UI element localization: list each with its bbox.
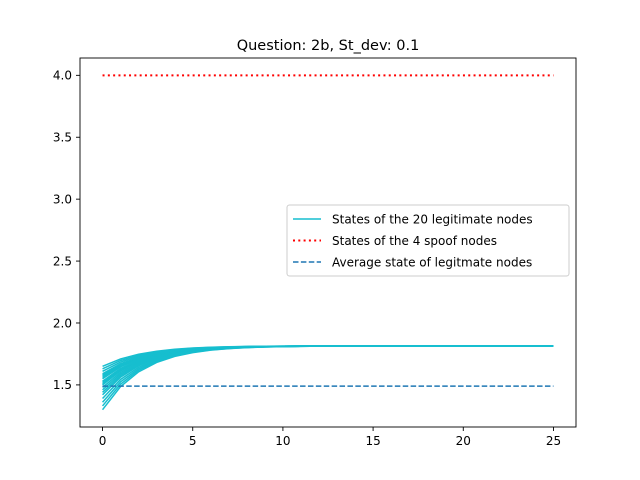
y-tick-label: 1.5 [53, 378, 72, 392]
legend: States of the 20 legitimate nodes States … [286, 204, 570, 277]
x-tick-label: 20 [456, 434, 471, 448]
y-tick-label: 3.5 [53, 131, 72, 145]
legitimate-node-line-20 [102, 345, 554, 368]
legend-label-1: States of the 20 legitimate nodes [332, 212, 533, 226]
x-tick-label: 5 [189, 434, 197, 448]
plot-lines [101, 74, 554, 411]
y-tick-label: 2.0 [53, 316, 72, 330]
x-tick-label: 25 [546, 434, 561, 448]
x-tick-label: 15 [365, 434, 380, 448]
legend-label-3: Average state of legitmate nodes [332, 255, 532, 269]
chart-title: Question: 2b, St_dev: 0.1 [237, 38, 420, 54]
y-tick-label: 4.0 [53, 69, 72, 83]
plot-frame [79, 57, 577, 428]
y-tick-label: 2.5 [53, 254, 72, 268]
y-tick-label: 3.0 [53, 192, 72, 206]
legend-box [286, 204, 570, 277]
axes: 0 5 10 15 20 25 1.5 2.0 2.5 3.0 3.5 4.0 [53, 57, 577, 448]
x-tick-label: 10 [275, 434, 290, 448]
x-tick-label: 0 [99, 434, 107, 448]
legend-label-2: States of the 4 spoof nodes [332, 234, 497, 248]
